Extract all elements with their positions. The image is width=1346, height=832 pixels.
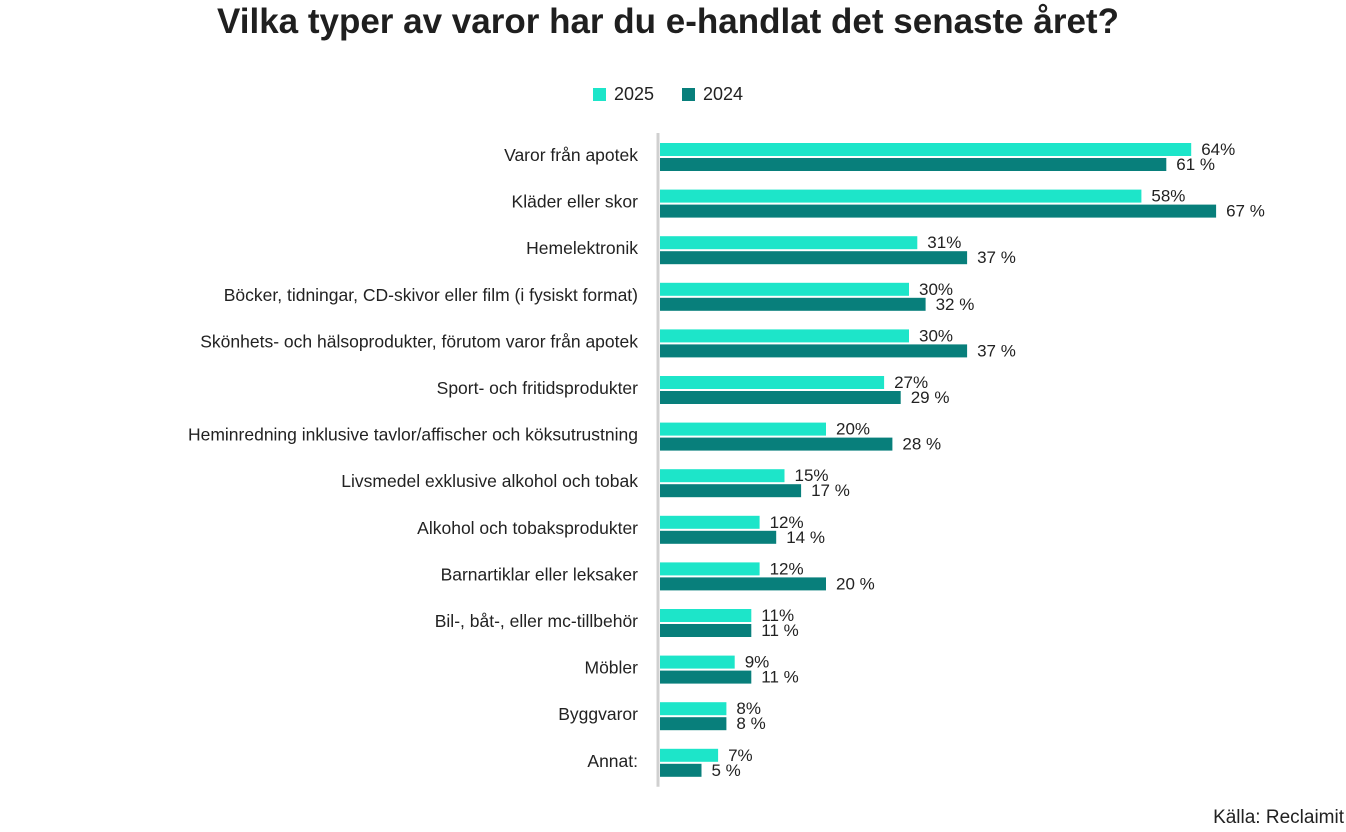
category-label: Heminredning inklusive tavlor/affischer …	[188, 425, 638, 445]
bar-2025	[660, 329, 909, 343]
legend-item-2025: 2025	[592, 84, 654, 105]
bar-2024	[660, 530, 777, 544]
data-label-2024: 8 %	[736, 714, 765, 733]
legend-swatch-2024	[682, 88, 695, 101]
legend: 2025 2024	[0, 84, 1336, 105]
category-label: Bil-, båt-, eller mc-tillbehör	[435, 611, 638, 631]
data-label-2025: 15%	[795, 466, 829, 485]
bar-2025	[660, 702, 727, 716]
data-label-2025: 31%	[927, 233, 961, 252]
data-label-2024: 20 %	[836, 574, 875, 593]
category-label: Annat:	[587, 751, 638, 771]
data-label-2025: 7%	[728, 746, 753, 765]
category-label: Livsmedel exklusive alkohol och tobak	[341, 471, 638, 491]
category-label: Varor från apotek	[504, 145, 638, 165]
data-label-2024: 32 %	[936, 295, 975, 314]
data-label-2025: 12%	[770, 513, 804, 532]
category-label: Barnartiklar eller leksaker	[441, 564, 639, 584]
bar-2024	[660, 717, 727, 731]
category-label: Sport- och fritidsprodukter	[437, 378, 639, 398]
legend-item-2024: 2024	[682, 84, 743, 105]
data-label-2024: 28 %	[902, 435, 941, 454]
bar-2024	[660, 670, 752, 684]
legend-label-2025: 2025	[613, 84, 654, 104]
bar-2025	[660, 655, 735, 669]
category-label: Hemelektronik	[526, 238, 638, 258]
category-label: Alkohol och tobaksprodukter	[417, 518, 638, 538]
data-label-2024: 11 %	[761, 668, 799, 687]
legend-label-2024: 2024	[703, 84, 744, 104]
data-label-2025: 64%	[1201, 140, 1235, 159]
category-label: Byggvaror	[558, 704, 638, 724]
data-label-2024: 61 %	[1176, 155, 1215, 174]
bar-2025	[660, 562, 760, 576]
category-label: Böcker, tidningar, CD-skivor eller film …	[224, 285, 638, 305]
bar-2025	[660, 515, 760, 529]
bar-2024	[660, 344, 968, 358]
category-label: Skönhets- och hälsoprodukter, förutom va…	[200, 331, 638, 351]
bar-2024	[660, 624, 752, 637]
bar-2025	[660, 609, 752, 622]
bar-2025	[660, 376, 885, 389]
bar-2025	[660, 422, 826, 436]
legend-swatch-2025	[592, 88, 606, 101]
bar-2025	[660, 189, 1142, 203]
data-label-2024: 5 %	[712, 761, 741, 780]
data-label-2025: 11%	[761, 606, 794, 625]
data-label-2025: 30%	[919, 326, 953, 345]
bar-2024	[660, 763, 702, 777]
bar-2025	[660, 469, 785, 483]
bar-2025	[660, 236, 918, 250]
data-label-2024: 37 %	[977, 341, 1016, 360]
data-label-2025: 12%	[770, 559, 804, 578]
bar-2024	[660, 437, 893, 451]
data-label-2024: 14 %	[786, 528, 825, 547]
bar-2024	[660, 391, 901, 404]
bar-2025	[660, 748, 719, 762]
chart-title: Vilka typer av varor har du e-handlat de…	[217, 2, 1119, 41]
bar-2024	[660, 484, 802, 498]
data-label-2024: 37 %	[977, 248, 1016, 267]
category-label: Möbler	[585, 658, 639, 678]
source-note: Källa: Reclaimit	[1213, 807, 1344, 828]
bar-2024	[660, 577, 826, 591]
data-label-2024: 67 %	[1226, 202, 1265, 221]
bar-2025	[660, 282, 909, 296]
bar-2024	[660, 251, 968, 265]
data-label-2024: 11 %	[761, 621, 799, 640]
data-label-2024: 29 %	[911, 388, 950, 407]
bar-2024	[660, 297, 926, 311]
bar-2024	[660, 204, 1217, 218]
category-label: Kläder eller skor	[512, 192, 639, 212]
data-label-2025: 58%	[1151, 187, 1185, 206]
data-label-2024: 17 %	[811, 481, 850, 500]
data-label-2025: 20%	[836, 420, 870, 439]
data-label-2025: 27%	[894, 373, 928, 392]
data-label-2025: 8%	[736, 699, 761, 718]
bar-2025	[660, 143, 1192, 156]
data-label-2025: 9%	[745, 653, 770, 672]
data-label-2025: 30%	[919, 280, 953, 299]
bar-2024	[660, 158, 1167, 171]
